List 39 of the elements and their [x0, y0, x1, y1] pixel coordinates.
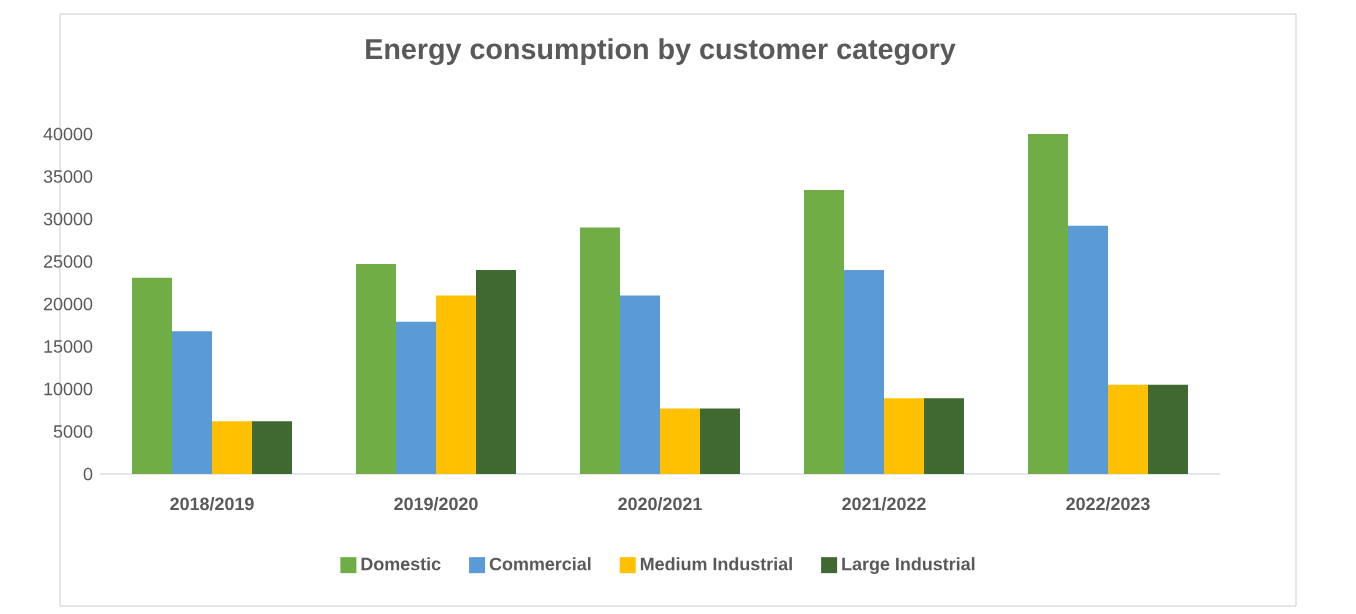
bar: [1148, 384, 1189, 474]
bar: [1108, 384, 1149, 474]
y-tick-label: 15000: [44, 340, 93, 353]
y-tick-label: 5000: [53, 425, 93, 438]
y-tick-label: 25000: [44, 255, 93, 268]
bar: [924, 398, 965, 474]
bar: [804, 190, 844, 474]
bar: [620, 295, 660, 474]
bar: [356, 264, 396, 474]
bar: [396, 321, 436, 474]
bar: [172, 331, 212, 474]
bar: [1028, 134, 1069, 474]
y-tick-label: 0: [83, 467, 93, 481]
x-tick-label: 2019/2020: [394, 497, 478, 511]
bar: [700, 408, 740, 474]
x-tick-label: 2020/2021: [618, 497, 702, 511]
legend-label: Domestic: [361, 557, 441, 571]
legend-label: Large Industrial: [842, 557, 975, 574]
legend-label: Medium Industrial: [640, 557, 792, 571]
y-tick-label: 35000: [43, 170, 93, 183]
y-tick-label: 20000: [44, 297, 93, 311]
bar: [132, 277, 172, 474]
y-tick-label: 30000: [43, 212, 93, 226]
bar: [580, 227, 620, 474]
y-tick-label: 10000: [44, 382, 93, 396]
bar: [476, 270, 516, 474]
bar: [252, 421, 292, 474]
y-tick-label: 40000: [43, 127, 93, 141]
x-tick-label: 2022/2023: [1066, 497, 1150, 511]
chart-title: Energy consumption by customer category: [366, 38, 956, 66]
bar: [884, 398, 925, 474]
x-tick-label: 2021/2022: [842, 497, 926, 511]
bar: [436, 295, 476, 474]
bar: [844, 270, 884, 474]
bar: [212, 421, 252, 474]
bar: [660, 408, 700, 474]
bar: [1068, 225, 1109, 474]
legend-label: Commercial: [489, 557, 591, 571]
x-tick-label: 2018/2019: [170, 497, 254, 511]
